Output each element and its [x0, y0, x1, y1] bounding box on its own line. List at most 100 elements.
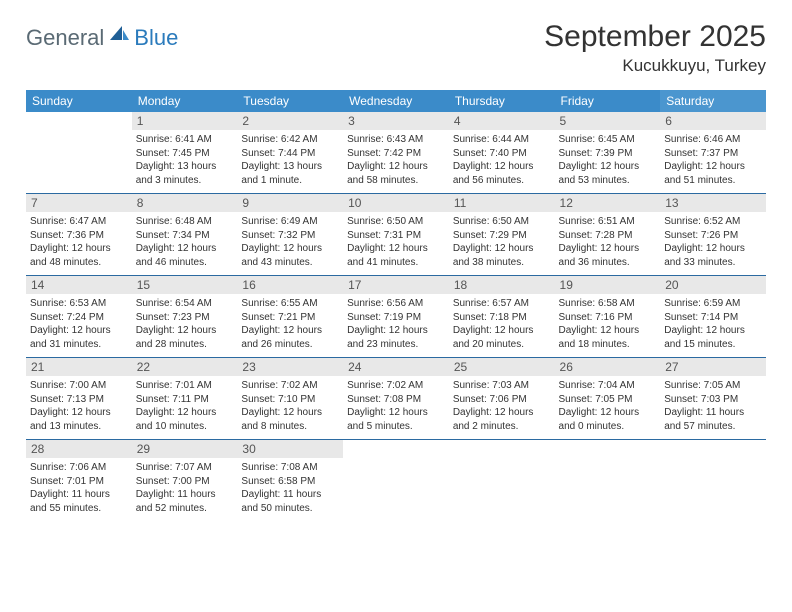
- sunset: Sunset: 7:19 PM: [347, 311, 445, 325]
- day-cell-blank: [26, 112, 132, 194]
- sunset: Sunset: 7:40 PM: [453, 147, 551, 161]
- day-cell: 19Sunrise: 6:58 AMSunset: 7:16 PMDayligh…: [555, 276, 661, 358]
- day-header: Wednesday: [343, 90, 449, 112]
- day-cell-blank: [555, 440, 661, 522]
- day-info: Sunrise: 7:03 AMSunset: 7:06 PMDaylight:…: [453, 379, 551, 433]
- day-info: Sunrise: 6:49 AMSunset: 7:32 PMDaylight:…: [241, 215, 339, 269]
- daylight-line2: and 23 minutes.: [347, 338, 445, 352]
- daylight-line1: Daylight: 12 hours: [559, 406, 657, 420]
- daylight-line2: and 56 minutes.: [453, 174, 551, 188]
- sunrise: Sunrise: 7:07 AM: [136, 461, 234, 475]
- daylight-line1: Daylight: 11 hours: [241, 488, 339, 502]
- day-info: Sunrise: 6:44 AMSunset: 7:40 PMDaylight:…: [453, 133, 551, 187]
- daylight-line2: and 20 minutes.: [453, 338, 551, 352]
- daylight-line1: Daylight: 12 hours: [453, 160, 551, 174]
- day-cell: 4 Sunrise: 6:44 AMSunset: 7:40 PMDaylight…: [449, 112, 555, 194]
- day-info: Sunrise: 6:48 AMSunset: 7:34 PMDaylight:…: [136, 215, 234, 269]
- daylight-line2: and 57 minutes.: [664, 420, 762, 434]
- sunrise: Sunrise: 6:42 AM: [241, 133, 339, 147]
- daylight-line1: Daylight: 12 hours: [30, 324, 128, 338]
- day-info: Sunrise: 6:56 AMSunset: 7:19 PMDaylight:…: [347, 297, 445, 351]
- day-number: 21: [26, 358, 132, 376]
- sunset: Sunset: 7:03 PM: [664, 393, 762, 407]
- daylight-line1: Daylight: 12 hours: [559, 242, 657, 256]
- day-info: Sunrise: 6:45 AMSunset: 7:39 PMDaylight:…: [559, 133, 657, 187]
- day-cell: 18Sunrise: 6:57 AMSunset: 7:18 PMDayligh…: [449, 276, 555, 358]
- day-cell: 22Sunrise: 7:01 AMSunset: 7:11 PMDayligh…: [132, 358, 238, 440]
- day-info: Sunrise: 7:02 AMSunset: 7:08 PMDaylight:…: [347, 379, 445, 433]
- day-number: 3: [343, 112, 449, 130]
- day-number: 5: [555, 112, 661, 130]
- day-info: Sunrise: 7:05 AMSunset: 7:03 PMDaylight:…: [664, 379, 762, 433]
- sunrise: Sunrise: 6:45 AM: [559, 133, 657, 147]
- sunset: Sunset: 7:14 PM: [664, 311, 762, 325]
- logo: General Blue: [26, 24, 178, 51]
- daylight-line2: and 51 minutes.: [664, 174, 762, 188]
- day-number: 14: [26, 276, 132, 294]
- sunset: Sunset: 7:01 PM: [30, 475, 128, 489]
- sunset: Sunset: 7:45 PM: [136, 147, 234, 161]
- day-header: Tuesday: [237, 90, 343, 112]
- daylight-line2: and 26 minutes.: [241, 338, 339, 352]
- sunrise: Sunrise: 6:55 AM: [241, 297, 339, 311]
- day-number: 6: [660, 112, 766, 130]
- day-number: 16: [237, 276, 343, 294]
- daylight-line1: Daylight: 12 hours: [453, 242, 551, 256]
- daylight-line1: Daylight: 11 hours: [136, 488, 234, 502]
- sunset: Sunset: 7:18 PM: [453, 311, 551, 325]
- daylight-line1: Daylight: 12 hours: [136, 406, 234, 420]
- sunset: Sunset: 7:28 PM: [559, 229, 657, 243]
- daylight-line1: Daylight: 12 hours: [241, 406, 339, 420]
- day-number: 4: [449, 112, 555, 130]
- day-cell: 6 Sunrise: 6:46 AMSunset: 7:37 PMDaylight…: [660, 112, 766, 194]
- daylight-line2: and 33 minutes.: [664, 256, 762, 270]
- day-info: Sunrise: 7:01 AMSunset: 7:11 PMDaylight:…: [136, 379, 234, 433]
- sunset: Sunset: 7:24 PM: [30, 311, 128, 325]
- sunrise: Sunrise: 6:59 AM: [664, 297, 762, 311]
- day-cell-blank: [449, 440, 555, 522]
- daylight-line1: Daylight: 12 hours: [559, 160, 657, 174]
- day-cell: 1Sunrise: 6:41 AMSunset: 7:45 PMDaylight…: [132, 112, 238, 194]
- daylight-line2: and 55 minutes.: [30, 502, 128, 516]
- day-cell: 25Sunrise: 7:03 AMSunset: 7:06 PMDayligh…: [449, 358, 555, 440]
- daylight-line2: and 36 minutes.: [559, 256, 657, 270]
- day-header: Sunday: [26, 90, 132, 112]
- day-number: 12: [555, 194, 661, 212]
- day-cell-blank: [343, 440, 449, 522]
- day-cell: 23Sunrise: 7:02 AMSunset: 7:10 PMDayligh…: [237, 358, 343, 440]
- sunrise: Sunrise: 6:53 AM: [30, 297, 128, 311]
- sunrise: Sunrise: 6:50 AM: [453, 215, 551, 229]
- day-cell: 12 Sunrise: 6:51 AMSunset: 7:28 PMDayligh…: [555, 194, 661, 276]
- day-number: 1: [132, 112, 238, 130]
- sunset: Sunset: 7:11 PM: [136, 393, 234, 407]
- daylight-line1: Daylight: 13 hours: [241, 160, 339, 174]
- day-cell-blank: [660, 440, 766, 522]
- sunset: Sunset: 7:21 PM: [241, 311, 339, 325]
- day-info: Sunrise: 7:08 AMSunset: 6:58 PMDaylight:…: [241, 461, 339, 515]
- day-info: Sunrise: 6:58 AMSunset: 7:16 PMDaylight:…: [559, 297, 657, 351]
- daylight-line2: and 50 minutes.: [241, 502, 339, 516]
- daylight-line1: Daylight: 11 hours: [664, 406, 762, 420]
- sunrise: Sunrise: 6:54 AM: [136, 297, 234, 311]
- week-row: 7Sunrise: 6:47 AMSunset: 7:36 PMDaylight…: [26, 194, 766, 276]
- day-info: Sunrise: 6:46 AMSunset: 7:37 PMDaylight:…: [664, 133, 762, 187]
- daylight-line1: Daylight: 12 hours: [559, 324, 657, 338]
- sunset: Sunset: 7:26 PM: [664, 229, 762, 243]
- sunrise: Sunrise: 6:51 AM: [559, 215, 657, 229]
- day-header: Thursday: [449, 90, 555, 112]
- sunset: Sunset: 7:36 PM: [30, 229, 128, 243]
- daylight-line2: and 58 minutes.: [347, 174, 445, 188]
- daylight-line1: Daylight: 13 hours: [136, 160, 234, 174]
- day-number: 18: [449, 276, 555, 294]
- day-number: 15: [132, 276, 238, 294]
- sunrise: Sunrise: 6:52 AM: [664, 215, 762, 229]
- day-number: 30: [237, 440, 343, 458]
- day-info: Sunrise: 6:47 AMSunset: 7:36 PMDaylight:…: [30, 215, 128, 269]
- day-cell: 20Sunrise: 6:59 AMSunset: 7:14 PMDayligh…: [660, 276, 766, 358]
- day-number: 17: [343, 276, 449, 294]
- sunrise: Sunrise: 6:48 AM: [136, 215, 234, 229]
- daylight-line1: Daylight: 12 hours: [664, 160, 762, 174]
- daylight-line2: and 46 minutes.: [136, 256, 234, 270]
- day-cell: 29Sunrise: 7:07 AMSunset: 7:00 PMDayligh…: [132, 440, 238, 522]
- daylight-line1: Daylight: 12 hours: [30, 406, 128, 420]
